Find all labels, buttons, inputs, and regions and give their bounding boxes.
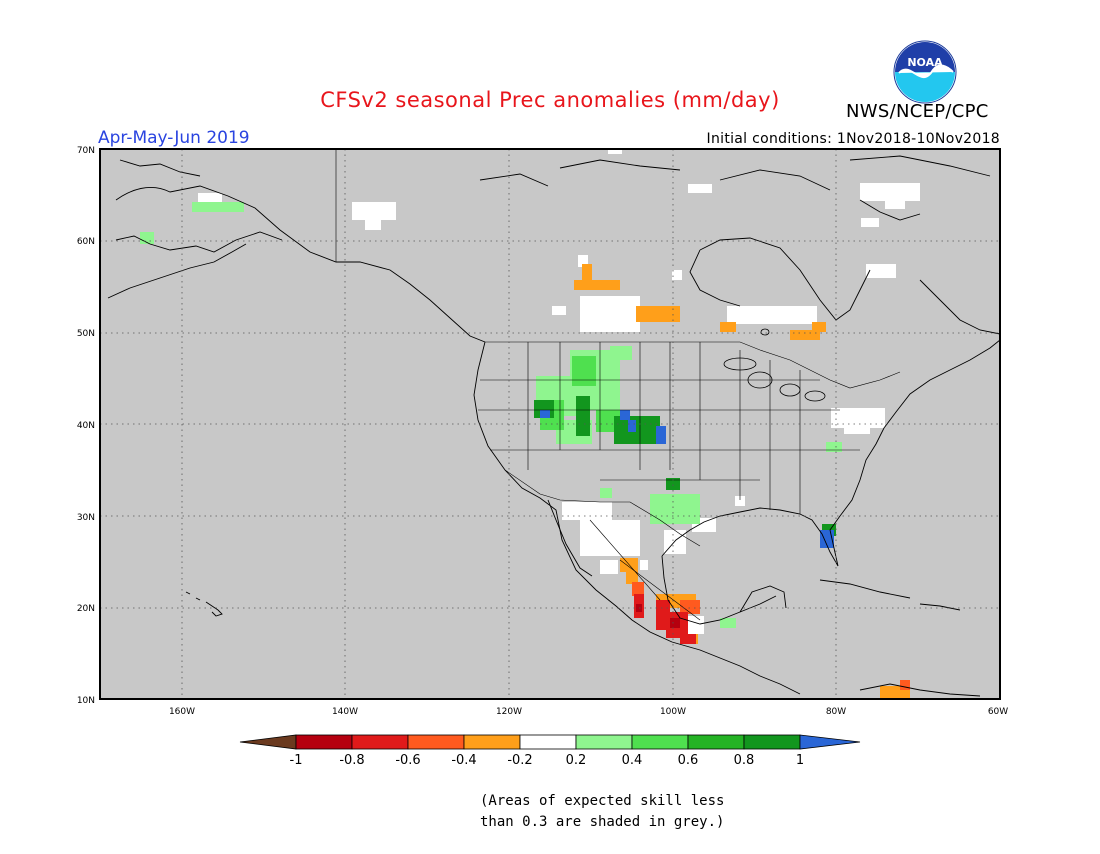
colorbar-label: -0.8: [339, 753, 364, 768]
skill-note-line: than 0.3 are shaded in grey.): [480, 814, 725, 830]
noaa-logo-icon: NOAA: [893, 40, 957, 104]
lon-label: 80W: [826, 707, 846, 717]
map-frame: [99, 148, 1001, 700]
lat-label: 40N: [77, 421, 95, 431]
colorbar-swatch: [407, 734, 465, 750]
lat-label: 60N: [77, 237, 95, 247]
colorbar-label: 1: [796, 753, 804, 768]
lat-label: 20N: [77, 604, 95, 614]
lon-label: 140W: [332, 707, 358, 717]
colorbar-label: -1: [290, 753, 303, 768]
colorbar-swatch: [687, 734, 745, 750]
colorbar-swatch: [743, 734, 801, 750]
skill-note: (Areas of expected skill less than 0.3 a…: [480, 791, 724, 833]
great-lakes: [723, 328, 826, 402]
coastlines: [107, 155, 1001, 697]
colorbar-label: -0.2: [507, 753, 532, 768]
colorbar-swatch: [799, 734, 861, 750]
colorbar-swatch: [519, 734, 577, 750]
colorbar-label: -0.6: [395, 753, 420, 768]
chart-title: CFSv2 seasonal Prec anomalies (mm/day): [320, 88, 780, 112]
svg-text:NOAA: NOAA: [907, 56, 943, 69]
anomaly-red-orange: [632, 582, 910, 690]
agency-label: NWS/NCEP/CPC: [846, 101, 989, 122]
longitude-labels: 160W 140W 120W 100W 80W 60W: [169, 707, 1008, 717]
colorbar-swatch: [295, 734, 353, 750]
colorbar-label: 0.8: [734, 753, 755, 768]
political-borders: [335, 149, 901, 621]
colorbar-swatch: [351, 734, 409, 750]
lon-label: 100W: [660, 707, 686, 717]
anomaly-near-zero: [198, 140, 920, 634]
colorbar-swatch: [575, 734, 633, 750]
colorbar-swatch: [463, 734, 521, 750]
lat-label: 50N: [77, 329, 95, 339]
colorbar: [239, 734, 861, 750]
lon-label: 160W: [169, 707, 195, 717]
lon-label: 60W: [988, 707, 1008, 717]
lat-label: 10N: [77, 696, 95, 706]
season-label: Apr-May-Jun 2019: [98, 128, 250, 148]
colorbar-label: 0.4: [622, 753, 643, 768]
latitude-labels: 70N 60N 50N 40N 30N 20N 10N: [77, 146, 95, 706]
colorbar-label: 0.6: [678, 753, 699, 768]
colorbar-label: -0.4: [451, 753, 476, 768]
initial-conditions-label: Initial conditions: 1Nov2018-10Nov2018: [706, 131, 1000, 147]
colorbar-label: 0.2: [566, 753, 587, 768]
lat-label: 70N: [77, 146, 95, 156]
gridlines: [100, 149, 1000, 699]
lat-label: 30N: [77, 513, 95, 523]
lon-label: 120W: [496, 707, 522, 717]
colorbar-labels: -1 -0.8 -0.6 -0.4 -0.2 0.2 0.4 0.6 0.8 1: [290, 753, 805, 768]
colorbar-swatch: [631, 734, 689, 750]
colorbar-swatch: [239, 734, 297, 750]
skill-note-line: (Areas of expected skill less: [480, 793, 725, 809]
